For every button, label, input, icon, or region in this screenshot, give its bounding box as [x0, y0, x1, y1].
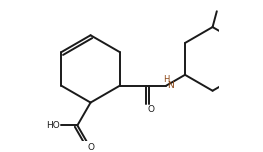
Text: O: O [147, 105, 154, 114]
Text: H: H [163, 74, 169, 84]
Text: HO: HO [46, 121, 60, 130]
Text: N: N [167, 81, 174, 90]
Text: O: O [87, 143, 94, 152]
